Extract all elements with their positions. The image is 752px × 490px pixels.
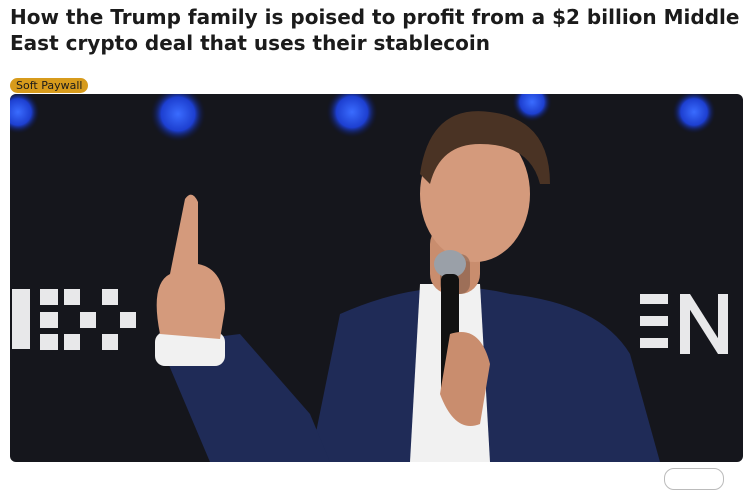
article-image[interactable] bbox=[10, 94, 743, 462]
paywall-badge: Soft Paywall bbox=[10, 78, 89, 93]
page: How the Trump family is poised to profit… bbox=[10, 5, 743, 490]
card-action[interactable] bbox=[664, 468, 724, 490]
article-title[interactable]: How the Trump family is poised to profit… bbox=[10, 5, 740, 55]
image-illustration bbox=[10, 94, 743, 462]
